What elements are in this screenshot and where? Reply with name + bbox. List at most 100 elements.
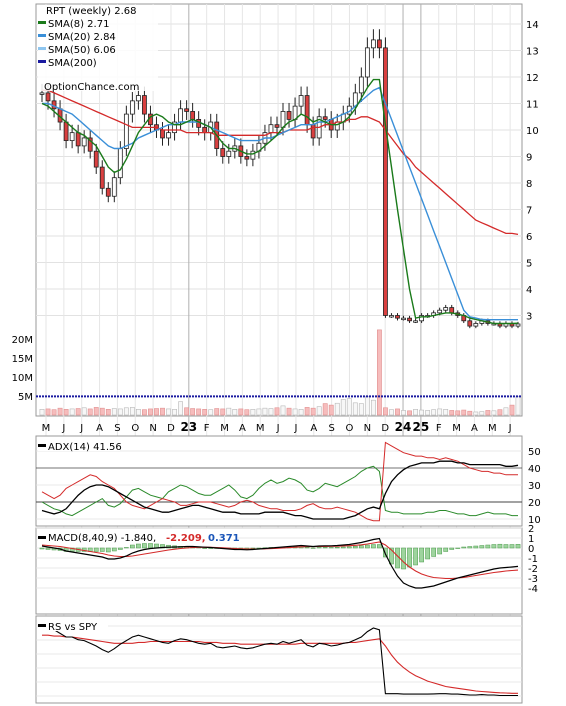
macd-histogram-bar xyxy=(437,547,443,555)
volume-bar xyxy=(346,398,352,416)
macd-line xyxy=(41,537,519,589)
month-label: J xyxy=(508,423,512,434)
volume-bar xyxy=(105,408,111,416)
legend-box xyxy=(38,5,158,91)
macd-histogram-bar xyxy=(509,544,515,549)
volume-bar xyxy=(503,407,509,416)
volume-bar xyxy=(280,405,286,416)
volume-bar xyxy=(497,409,503,416)
month-label: J xyxy=(276,423,280,434)
macd-tick-label: 1 xyxy=(528,534,534,545)
volume-bar xyxy=(160,407,165,416)
macd-histogram-bar xyxy=(99,547,105,552)
volume-bar xyxy=(509,404,515,416)
macd-histogram-bar xyxy=(117,547,123,550)
month-label: F xyxy=(436,423,442,434)
macd-histogram-bar xyxy=(503,544,509,549)
volume-bar xyxy=(389,409,394,416)
price-candle-body xyxy=(69,132,75,141)
volume-bar xyxy=(401,410,406,416)
month-label: S xyxy=(328,423,334,434)
macd-histogram-bar xyxy=(419,547,424,563)
volume-bar xyxy=(75,408,81,416)
adx-label-bg xyxy=(38,439,120,451)
macd-swatch xyxy=(38,536,46,539)
month-label: S xyxy=(114,423,120,434)
price-candle-body xyxy=(39,92,45,95)
rs-swatch xyxy=(38,624,46,627)
price-candle-body xyxy=(87,137,93,152)
price-candle-body xyxy=(443,307,449,311)
price-candle-body xyxy=(81,137,87,147)
price-tick-label: 10 xyxy=(526,126,539,137)
rs-label: RS vs SPY xyxy=(48,622,98,633)
volume-bar xyxy=(196,408,202,416)
adx-line xyxy=(41,460,519,520)
price-candle-body xyxy=(250,150,256,160)
macd-tick-label: -3 xyxy=(528,574,538,585)
volume-bar xyxy=(226,407,232,416)
price-candle-body xyxy=(244,156,250,160)
macd-histogram-bar xyxy=(401,547,406,570)
volume-bar xyxy=(93,407,99,416)
macd-histogram-bar xyxy=(316,547,322,549)
volume-bar xyxy=(129,407,135,416)
price-candle-body xyxy=(401,317,406,321)
volume-bar xyxy=(383,407,388,416)
macd-tick-label: -2 xyxy=(528,564,538,575)
volume-tick-label: 10M xyxy=(12,373,33,384)
price-tick-label: 5 xyxy=(526,259,532,270)
price-candle-body xyxy=(178,108,183,123)
volume-bar xyxy=(515,396,521,416)
volume-bar xyxy=(304,407,310,416)
volume-bar xyxy=(298,408,304,416)
price-candle-body xyxy=(226,150,232,157)
month-label: M xyxy=(42,423,51,434)
ticker-label: RPT (weekly) 2.68 xyxy=(46,6,136,17)
price-tick-label: 11 xyxy=(526,100,539,111)
legend-label: SMA(50) 6.06 xyxy=(48,45,116,56)
price-candle-body xyxy=(111,177,117,197)
sma50-line xyxy=(42,89,519,236)
macd-signal-label: -2.209, xyxy=(166,533,206,544)
macd-hist-label: 0.371 xyxy=(208,533,240,544)
month-label: A xyxy=(96,423,103,434)
macd-label-bg xyxy=(38,531,238,543)
month-label: J xyxy=(79,423,83,434)
macd-histogram-bar xyxy=(461,546,467,549)
adx-plus-di-line xyxy=(41,465,518,517)
month-label: D xyxy=(381,423,389,434)
volume-bar xyxy=(437,408,443,416)
month-label: N xyxy=(149,423,156,434)
rs-line xyxy=(41,625,518,697)
price-candle-body xyxy=(407,317,412,322)
price-candle-body xyxy=(395,315,400,319)
price-candle-body xyxy=(473,323,479,327)
macd-histogram-bar xyxy=(479,545,485,549)
price-candle-body xyxy=(117,148,123,179)
volume-tick-label: 15M xyxy=(12,354,33,365)
macd-histogram-bar xyxy=(304,547,310,549)
volume-bar xyxy=(485,410,491,416)
macd-histogram-bar xyxy=(136,543,141,549)
month-label: M xyxy=(452,423,461,434)
volume-bar xyxy=(123,407,129,416)
macd-histogram-bar xyxy=(148,543,153,549)
volume-bar xyxy=(310,407,316,416)
price-candle-body xyxy=(123,113,129,149)
month-label: O xyxy=(131,423,139,434)
price-candle-body xyxy=(202,126,208,134)
macd-histogram-bar xyxy=(515,544,521,549)
month-label: J xyxy=(293,423,297,434)
volume-bar xyxy=(184,407,190,416)
price-candle-body xyxy=(45,92,51,102)
month-label: 24 xyxy=(395,420,412,434)
price-candle-body xyxy=(142,95,147,115)
volume-bar xyxy=(491,410,497,416)
volume-tick-label: 5M xyxy=(18,392,33,403)
month-label: A xyxy=(471,423,478,434)
macd-histogram-bar xyxy=(130,544,135,549)
volume-bar xyxy=(45,408,51,416)
volume-bar xyxy=(364,396,370,416)
